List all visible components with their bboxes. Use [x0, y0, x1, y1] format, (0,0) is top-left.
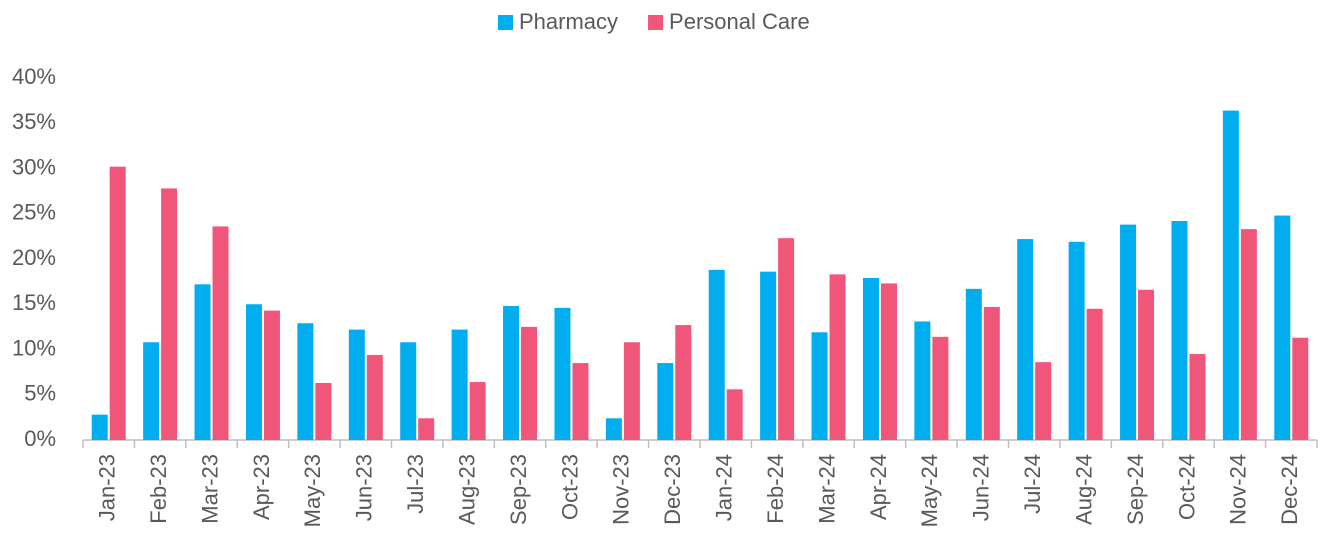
bar [965, 288, 982, 440]
bar [366, 354, 383, 440]
y-tick-label: 35% [12, 109, 56, 134]
bar [1120, 224, 1137, 440]
x-tick-label: Sep-24 [1123, 454, 1148, 525]
y-tick-label: 40% [12, 64, 56, 89]
x-tick-label: Dec-23 [660, 454, 685, 525]
bar [554, 307, 571, 440]
x-tick-label: May-23 [300, 454, 325, 527]
legend-swatch [498, 15, 513, 30]
x-tick-label: Jan-23 [95, 454, 120, 521]
bar [1086, 308, 1103, 440]
x-tick-label: Mar-24 [814, 454, 839, 524]
x-tick-label: Nov-24 [1226, 454, 1251, 525]
bar [1017, 239, 1034, 440]
x-tick-label: Feb-24 [763, 454, 788, 524]
bar [778, 238, 795, 440]
bar [263, 310, 280, 440]
bar [418, 418, 435, 440]
x-tick-label: Jan-24 [712, 454, 737, 521]
x-tick-label: Oct-23 [557, 454, 582, 520]
bar [657, 363, 674, 440]
x-tick-label: Aug-23 [454, 454, 479, 525]
bar [1292, 337, 1309, 440]
legend-swatch [648, 15, 664, 30]
x-tick-label: Feb-23 [146, 454, 171, 524]
bar [161, 188, 178, 440]
x-tick-label: Sep-23 [506, 454, 531, 525]
x-tick-label: Aug-24 [1071, 454, 1096, 525]
x-tick-label: Apr-23 [249, 454, 274, 520]
bar [572, 363, 589, 440]
bar [983, 306, 1000, 440]
x-tick-label: Nov-23 [609, 454, 634, 525]
x-tick-label: Jun-24 [969, 454, 994, 521]
bar [245, 304, 262, 440]
bar [143, 342, 160, 440]
bar [521, 326, 538, 440]
x-tick-label: Jul-23 [403, 454, 428, 514]
bar [811, 332, 828, 440]
bar [194, 284, 211, 440]
bar [1222, 110, 1239, 440]
bar [708, 269, 725, 440]
y-tick-label: 0% [24, 426, 56, 451]
bar [1240, 229, 1257, 440]
legend-label: Pharmacy [519, 9, 618, 34]
bar [605, 418, 622, 440]
y-tick-label: 20% [12, 245, 56, 270]
y-tick-label: 25% [12, 200, 56, 225]
bar [932, 336, 949, 440]
x-tick-label: Jul-24 [1020, 454, 1045, 514]
bar [1035, 362, 1052, 440]
y-tick-label: 30% [12, 154, 56, 179]
bar [91, 414, 108, 440]
x-tick-label: Mar-23 [197, 454, 222, 524]
bar [1274, 215, 1291, 440]
bar [469, 382, 486, 440]
x-tick-label: May-24 [917, 454, 942, 527]
bar [675, 325, 692, 440]
bar [623, 342, 640, 440]
bar [1138, 289, 1155, 440]
bar [760, 271, 777, 440]
legend-label: Personal Care [669, 9, 810, 34]
bar [862, 278, 879, 440]
x-tick-label: Apr-24 [866, 454, 891, 520]
bar [1068, 241, 1085, 440]
bar [1189, 354, 1206, 440]
bar [315, 382, 332, 440]
y-tick-label: 15% [12, 290, 56, 315]
bar [400, 342, 417, 440]
y-tick-label: 10% [12, 335, 56, 360]
bar [348, 329, 365, 440]
x-tick-label: Oct-24 [1174, 454, 1199, 520]
bar [212, 226, 229, 440]
bar [297, 323, 314, 440]
y-tick-label: 5% [24, 381, 56, 406]
bar [726, 389, 743, 440]
bar [914, 321, 931, 440]
bar [1171, 220, 1188, 440]
bar [451, 329, 468, 440]
x-tick-label: Jun-23 [352, 454, 377, 521]
x-tick-label: Dec-24 [1277, 454, 1302, 525]
bar [503, 306, 520, 440]
bar [109, 166, 126, 440]
bar [829, 274, 846, 440]
bar [880, 283, 897, 440]
